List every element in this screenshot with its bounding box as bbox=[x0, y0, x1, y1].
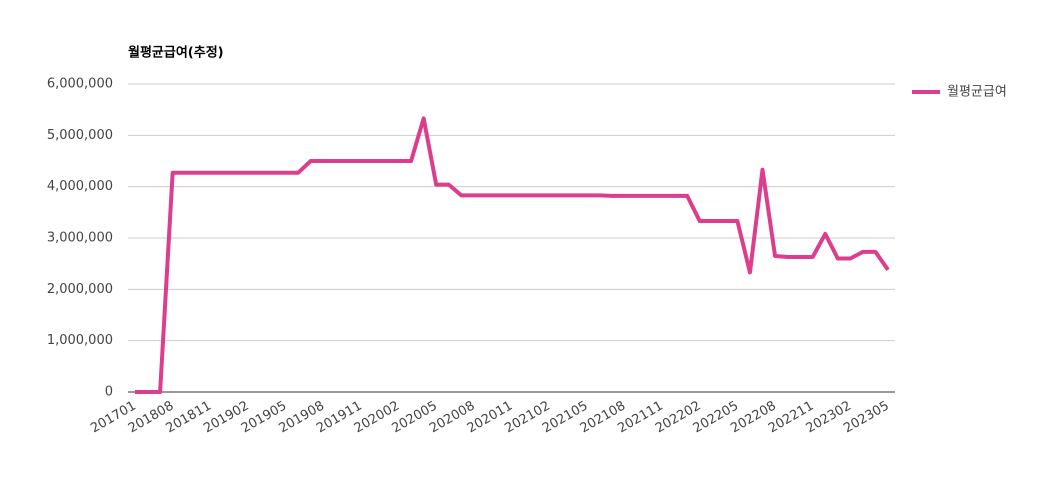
chart-title: 월평균급여(추정) bbox=[128, 45, 224, 61]
legend-label: 월평균급여 bbox=[947, 85, 1007, 100]
y-tick-label: 6,000,000 bbox=[47, 77, 113, 92]
y-tick-label: 4,000,000 bbox=[47, 179, 113, 194]
line-series bbox=[135, 116, 890, 394]
y-tick-label: 2,000,000 bbox=[47, 282, 113, 297]
y-tick-label: 0 bbox=[105, 385, 113, 400]
y-tick-label: 1,000,000 bbox=[47, 333, 113, 348]
y-tick-label: 3,000,000 bbox=[47, 231, 113, 246]
y-tick-label: 5,000,000 bbox=[47, 128, 113, 143]
